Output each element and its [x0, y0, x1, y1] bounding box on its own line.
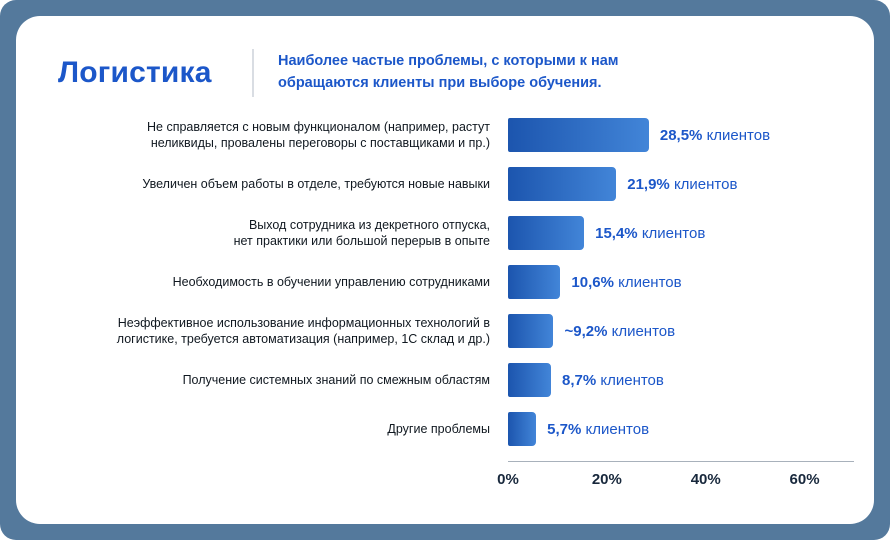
bar: [508, 265, 561, 299]
bar: [508, 412, 537, 446]
bar-track: ~9,2% клиентов: [508, 314, 854, 348]
category-label: Неэффективное использование информационн…: [116, 315, 490, 347]
bar-value-label: 5,7% клиентов: [547, 420, 650, 438]
bar-value-label: ~9,2% клиентов: [564, 322, 676, 340]
page-subtitle: Наиболее частые проблемы, с которыми к н…: [278, 51, 619, 95]
bar-value-label: 10,6% клиентов: [571, 273, 682, 291]
x-axis-line: 0% 20% 40% 60%: [497, 461, 854, 495]
x-axis-tick-label: 20%: [591, 471, 622, 488]
subtitle-line-2: обращаются клиенты при выборе обучения.: [278, 75, 602, 91]
chart-row: Получение системных знаний по смежным об…: [50, 363, 854, 397]
bar-chart: Не справляется с новым функционалом (нап…: [50, 118, 854, 446]
x-axis: 0% 20% 40% 60%: [50, 461, 854, 495]
bar-track: 28,5% клиентов: [508, 118, 854, 152]
bar: [508, 363, 551, 397]
subtitle-line-1: Наиболее частые проблемы, с которыми к н…: [278, 53, 619, 70]
category-label: Увеличен объем работы в отделе, требуютс…: [142, 176, 490, 191]
chart-row: Выход сотрудника из декретного отпуска, н…: [50, 216, 854, 250]
chart-row: Увеличен объем работы в отделе, требуютс…: [50, 167, 854, 201]
bar: [508, 314, 554, 348]
bar-value-label: 28,5% клиентов: [659, 126, 771, 144]
bar: [508, 118, 649, 152]
x-axis-tick-label: 0%: [497, 471, 519, 488]
page-title: Логистика: [58, 56, 212, 89]
category-label: Выход сотрудника из декретного отпуска, н…: [233, 217, 490, 249]
category-label: Получение системных знаний по смежным об…: [182, 372, 490, 387]
bar-track: 8,7% клиентов: [508, 363, 854, 397]
category-label: Не справляется с новым функционалом (нап…: [147, 119, 490, 151]
chart-row: Другие проблемы 5,7% клиентов: [50, 412, 854, 446]
bar-track: 10,6% клиентов: [508, 265, 854, 299]
category-label: Другие проблемы: [387, 421, 490, 436]
chart-row: Неэффективное использование информационн…: [50, 314, 854, 348]
bar-track: 5,7% клиентов: [508, 412, 854, 446]
chart-row: Необходимость в обучении управлению сотр…: [50, 265, 854, 299]
header: Логистика Наиболее частые проблемы, с ко…: [50, 42, 854, 104]
x-axis-tick-label: 60%: [789, 471, 820, 488]
chart-row: Не справляется с новым функционалом (нап…: [50, 118, 854, 152]
bar: [508, 216, 585, 250]
bar-value-label: 15,4% клиентов: [595, 224, 706, 242]
header-divider: [252, 49, 254, 97]
bar-track: 15,4% клиентов: [508, 216, 854, 250]
bar-value-label: 8,7% клиентов: [562, 371, 664, 389]
slide-card: Логистика Наиболее частые проблемы, с ко…: [16, 16, 874, 524]
bar-value-label: 21,9% клиентов: [627, 175, 738, 193]
bar-track: 21,9% клиентов: [508, 167, 854, 201]
x-axis-tick-label: 40%: [690, 471, 721, 488]
category-label: Необходимость в обучении управлению сотр…: [172, 274, 490, 289]
bar: [508, 167, 617, 201]
